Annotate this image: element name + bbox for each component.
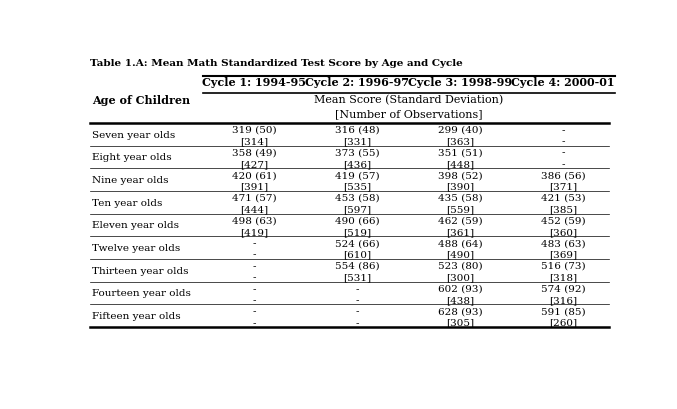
Text: Nine year olds: Nine year olds <box>93 176 169 185</box>
Text: 452 (59): 452 (59) <box>541 217 586 226</box>
Text: [531]: [531] <box>343 273 371 282</box>
Text: [260]: [260] <box>549 319 577 328</box>
Text: [314]: [314] <box>240 137 268 146</box>
Text: -: - <box>253 239 256 248</box>
Text: -: - <box>561 148 565 157</box>
Text: [318]: [318] <box>549 273 577 282</box>
Text: -: - <box>355 319 359 328</box>
Text: Cycle 1: 1994-95: Cycle 1: 1994-95 <box>202 77 306 88</box>
Text: Eleven year olds: Eleven year olds <box>93 221 179 230</box>
Text: Cycle 3: 1998-99: Cycle 3: 1998-99 <box>408 77 512 88</box>
Text: 299 (40): 299 (40) <box>438 126 483 135</box>
Text: -: - <box>355 307 359 316</box>
Text: [436]: [436] <box>343 160 371 169</box>
Text: -: - <box>253 251 256 260</box>
Text: -: - <box>253 296 256 305</box>
Text: 421 (53): 421 (53) <box>541 194 586 203</box>
Text: [360]: [360] <box>549 228 577 237</box>
Text: Cycle 4: 2000-01: Cycle 4: 2000-01 <box>511 77 615 88</box>
Text: 490 (66): 490 (66) <box>335 217 380 226</box>
Text: -: - <box>253 262 256 271</box>
Text: -: - <box>561 160 565 169</box>
Text: [390]: [390] <box>446 182 474 191</box>
Text: [519]: [519] <box>343 228 371 237</box>
Text: 523 (80): 523 (80) <box>438 262 483 271</box>
Text: -: - <box>253 273 256 282</box>
Text: 498 (63): 498 (63) <box>232 217 276 226</box>
Text: Thirteen year olds: Thirteen year olds <box>93 267 189 276</box>
Text: [363]: [363] <box>446 137 474 146</box>
Text: -: - <box>253 307 256 316</box>
Text: Ten year olds: Ten year olds <box>93 199 163 208</box>
Text: [316]: [316] <box>549 296 577 305</box>
Text: -: - <box>355 296 359 305</box>
Text: [305]: [305] <box>446 319 474 328</box>
Text: 554 (86): 554 (86) <box>335 262 380 271</box>
Text: 471 (57): 471 (57) <box>232 194 276 203</box>
Text: 386 (56): 386 (56) <box>541 171 586 180</box>
Text: -: - <box>253 319 256 328</box>
Text: Fourteen year olds: Fourteen year olds <box>93 290 192 299</box>
Text: 602 (93): 602 (93) <box>438 285 483 294</box>
Text: [300]: [300] <box>446 273 474 282</box>
Text: [361]: [361] <box>446 228 474 237</box>
Text: Fifteen year olds: Fifteen year olds <box>93 312 181 321</box>
Text: [559]: [559] <box>446 205 474 214</box>
Text: [490]: [490] <box>446 251 474 260</box>
Text: 462 (59): 462 (59) <box>438 217 483 226</box>
Text: [Number of Observations]: [Number of Observations] <box>335 109 483 119</box>
Text: [448]: [448] <box>446 160 474 169</box>
Text: -: - <box>561 126 565 135</box>
Text: [371]: [371] <box>549 182 577 191</box>
Text: 398 (52): 398 (52) <box>438 171 483 180</box>
Text: 483 (63): 483 (63) <box>541 239 586 248</box>
Text: 524 (66): 524 (66) <box>335 239 380 248</box>
Text: Table 1.A: Mean Math Standardized Test Score by Age and Cycle: Table 1.A: Mean Math Standardized Test S… <box>90 58 462 67</box>
Text: [391]: [391] <box>240 182 268 191</box>
Text: [427]: [427] <box>240 160 268 169</box>
Text: Twelve year olds: Twelve year olds <box>93 244 181 253</box>
Text: 574 (92): 574 (92) <box>541 285 586 294</box>
Text: [535]: [535] <box>343 182 371 191</box>
Text: 351 (51): 351 (51) <box>438 148 483 157</box>
Text: 516 (73): 516 (73) <box>541 262 586 271</box>
Text: 373 (55): 373 (55) <box>335 148 380 157</box>
Text: Age of Children: Age of Children <box>93 95 191 106</box>
Text: [597]: [597] <box>343 205 371 214</box>
Text: [385]: [385] <box>549 205 577 214</box>
Text: 319 (50): 319 (50) <box>232 126 276 135</box>
Text: [419]: [419] <box>240 228 268 237</box>
Text: [444]: [444] <box>240 205 268 214</box>
Text: 419 (57): 419 (57) <box>335 171 380 180</box>
Text: Mean Score (Standard Deviation): Mean Score (Standard Deviation) <box>314 95 503 105</box>
Text: 488 (64): 488 (64) <box>438 239 483 248</box>
Text: Seven year olds: Seven year olds <box>93 131 176 140</box>
Text: 435 (58): 435 (58) <box>438 194 483 203</box>
Text: [438]: [438] <box>446 296 474 305</box>
Text: Eight year olds: Eight year olds <box>93 153 172 162</box>
Text: 453 (58): 453 (58) <box>335 194 380 203</box>
Text: -: - <box>561 137 565 146</box>
Text: Cycle 2: 1996-97: Cycle 2: 1996-97 <box>305 77 409 88</box>
Text: 316 (48): 316 (48) <box>335 126 380 135</box>
Text: [331]: [331] <box>343 137 371 146</box>
Text: 358 (49): 358 (49) <box>232 148 276 157</box>
Text: [610]: [610] <box>343 251 371 260</box>
Text: -: - <box>253 285 256 294</box>
Text: 591 (85): 591 (85) <box>541 307 586 316</box>
Text: 628 (93): 628 (93) <box>438 307 483 316</box>
Text: [369]: [369] <box>549 251 577 260</box>
Text: 420 (61): 420 (61) <box>232 171 276 180</box>
Text: -: - <box>355 285 359 294</box>
